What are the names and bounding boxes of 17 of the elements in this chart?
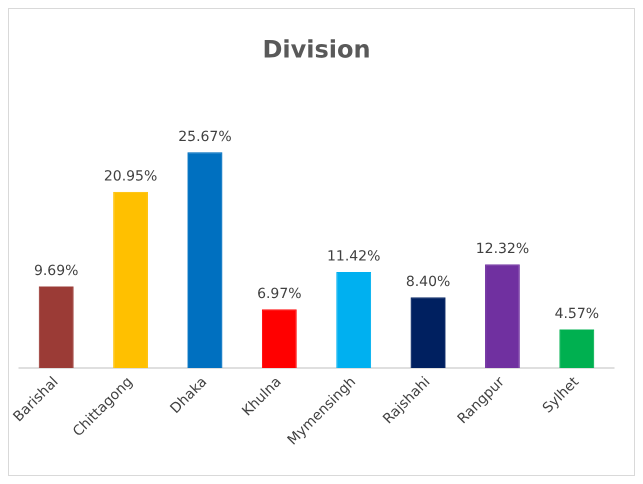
data-label: 6.97% (257, 286, 302, 302)
bar (113, 192, 148, 368)
bar (188, 152, 222, 368)
chart-title: Division (262, 36, 371, 64)
bar (485, 264, 520, 368)
data-label: 25.67% (178, 128, 232, 145)
data-label: 4.57% (554, 306, 600, 322)
data-label: 11.42% (326, 248, 380, 265)
bar (262, 309, 297, 368)
bar (336, 272, 372, 368)
data-label: 20.95% (104, 168, 158, 185)
data-label: 9.69% (34, 263, 78, 280)
bar (38, 286, 74, 368)
data-label: 8.40% (406, 274, 450, 290)
bar (410, 297, 446, 368)
bar (559, 330, 594, 368)
data-label: 12.32% (476, 241, 530, 258)
